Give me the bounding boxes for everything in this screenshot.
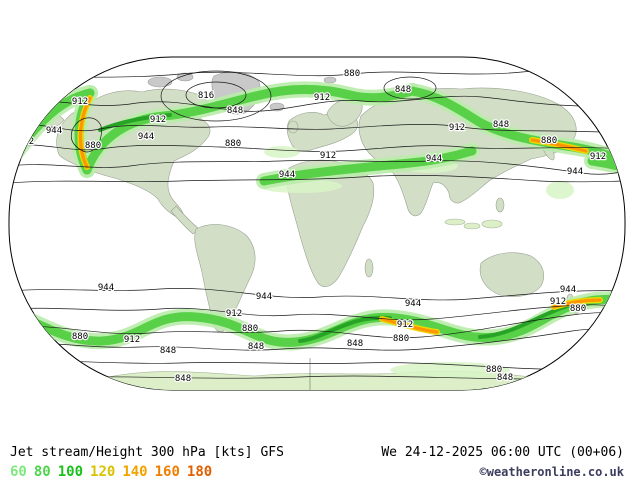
contour-label: 944 [46, 126, 62, 136]
legend-value-160: 160 [154, 464, 180, 480]
landmass-indonesia [463, 222, 481, 230]
copyright-notice: ©weatheronline.co.uk [479, 465, 625, 479]
landmass-australia [479, 252, 544, 297]
contour-label: 912 [18, 137, 34, 147]
chart-title: Jet stream/Height 300 hPa [kts] GFS [10, 445, 284, 460]
legend-value-140: 140 [122, 464, 148, 480]
contour-label: 912 [449, 123, 465, 133]
contour-label: 848 [248, 342, 264, 352]
contour-label: 912 [320, 151, 336, 161]
contour-label: 848 [160, 346, 176, 356]
landmass-indonesia [444, 218, 466, 226]
contour-label: 912 [314, 93, 330, 103]
contour-label: 880 [242, 324, 258, 334]
contour-label: 880 [85, 141, 101, 151]
contour-label: 880 [486, 365, 502, 375]
contour-label: 848 [347, 339, 363, 349]
contour-label: 944 [138, 132, 154, 142]
legend-value-120: 120 [90, 464, 116, 480]
landmass-central-america [170, 205, 200, 235]
legend-value-100: 100 [57, 464, 84, 480]
contour-label: 880 [225, 139, 241, 149]
contour-label: 944 [560, 285, 576, 295]
contour-label: 944 [98, 283, 114, 293]
height-contours [9, 70, 625, 390]
contour-label: 944 [256, 292, 272, 302]
legend-value-60: 60 [10, 464, 27, 480]
contour-label: 912 [590, 152, 606, 162]
contour-label: 880 [344, 69, 360, 79]
contour-label: 944 [279, 170, 295, 180]
landmass-british-isles [287, 120, 299, 134]
landmass-svalbard [323, 76, 337, 84]
landmass-arctic-island [147, 76, 173, 88]
contour-label: 912 [150, 115, 166, 125]
contour-label: 848 [493, 120, 509, 130]
contour-label: 816 [198, 91, 214, 101]
world-map: 880 912 848 816 848 912 944 912 880 912 944 880 912 9… [8, 56, 626, 391]
landmass-new-guinea [481, 219, 503, 229]
contour-label: 912 [397, 320, 413, 330]
contour-label: 912 [124, 335, 140, 345]
contour-label: 848 [497, 373, 513, 383]
legend-value-180: 180 [186, 464, 213, 480]
contour-label: 848 [175, 374, 191, 384]
contour-label: 912 [72, 97, 88, 107]
contour-label: 912 [226, 309, 242, 319]
contour-label: 880 [570, 304, 586, 314]
contour-label: 912 [550, 297, 566, 307]
contour-label: 944 [426, 154, 442, 164]
chart-footer: Jet stream/Height 300 hPa [kts] GFS We 2… [0, 442, 634, 490]
landmass-arctic-island [176, 72, 194, 82]
contour-label: 848 [395, 85, 411, 95]
legend-value-80: 80 [33, 464, 51, 480]
landmass-madagascar [364, 258, 374, 278]
contour-label: 880 [541, 136, 557, 146]
contour-label: 944 [567, 167, 583, 177]
contour-label: 880 [72, 332, 88, 342]
contour-label: 944 [405, 299, 421, 309]
chart-datetime: We 24-12-2025 06:00 UTC (00+06) [381, 445, 624, 460]
landmass-philippines [495, 197, 505, 213]
wind-speed-legend: 60 80 100 120 140 160 180 [10, 464, 219, 480]
contour-label: 880 [393, 334, 409, 344]
contour-label: 848 [227, 106, 243, 116]
